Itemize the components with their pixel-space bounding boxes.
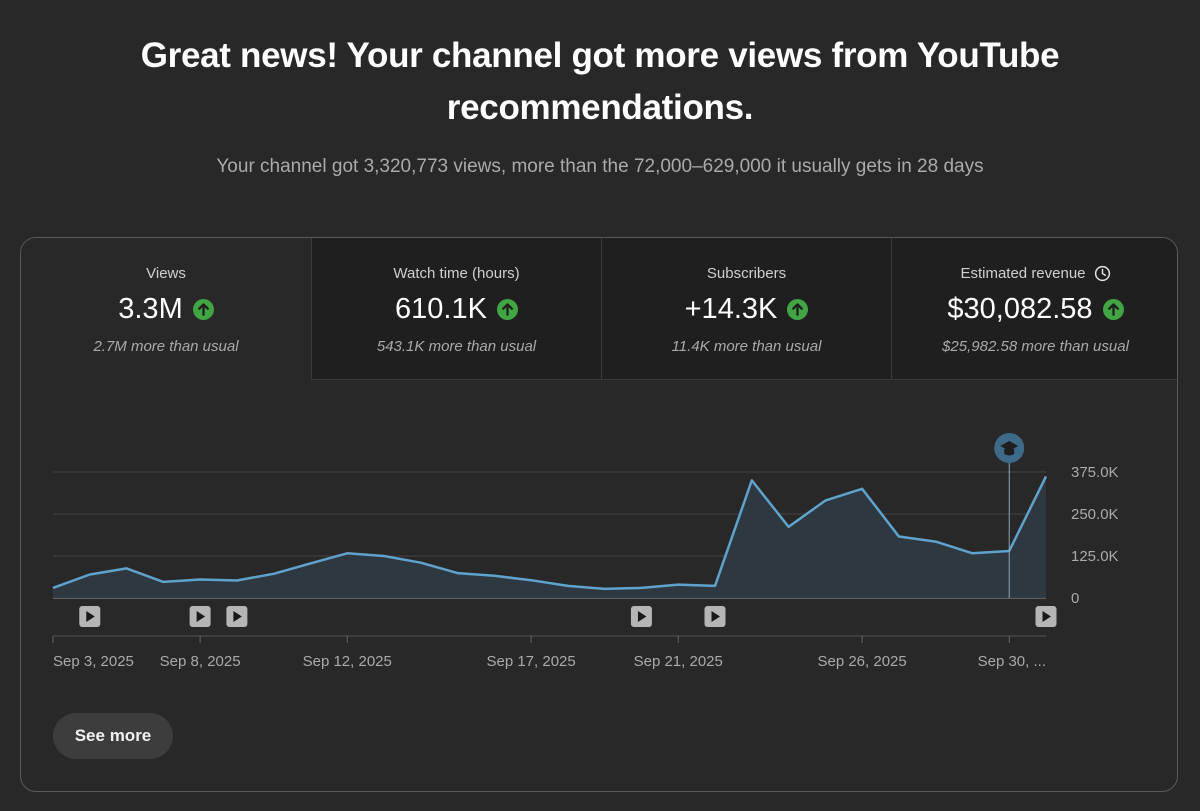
views-area — [53, 476, 1046, 598]
tab-watch-time[interactable]: Watch time (hours) 610.1K 543.1K more th… — [311, 238, 601, 380]
data-point — [456, 571, 460, 575]
data-point — [529, 578, 533, 582]
video-marker-play-icon[interactable] — [226, 606, 248, 627]
trend-up-icon — [787, 298, 809, 320]
x-tick-label: Sep 21, 2025 — [634, 653, 723, 670]
tab-label: Estimated revenue — [960, 264, 1086, 282]
tab-value: $30,082.58 — [947, 292, 1093, 325]
y-tick-label: 0 — [1071, 590, 1079, 607]
tab-comparison: 2.7M more than usual — [93, 338, 239, 355]
y-tick-label: 125.0K — [1071, 548, 1119, 565]
data-point — [161, 580, 165, 584]
data-point — [970, 551, 974, 555]
data-point — [860, 487, 864, 491]
tab-value: 3.3M — [118, 292, 183, 325]
data-point — [88, 572, 92, 576]
chart-svg: 0 125.0K 250.0K 375.0K Sep 3, 2025 Sep 8, 202… — [51, 433, 1119, 670]
data-point — [934, 540, 938, 544]
subheadline: Your channel got 3,320,773 views, more t… — [216, 156, 984, 177]
clock-icon[interactable] — [1094, 265, 1111, 282]
views-chart: 0 125.0K 250.0K 375.0K Sep 3, 2025 Sep 8, 202… — [21, 380, 1177, 680]
data-point — [272, 572, 276, 576]
metric-tabs: Views 3.3M 2.7M more than usual Watch ti… — [21, 238, 1177, 380]
data-point — [713, 584, 717, 588]
data-point — [51, 586, 55, 590]
data-point — [750, 478, 754, 482]
data-point — [639, 586, 643, 590]
tab-value: +14.3K — [684, 292, 778, 325]
video-marker-play-icon[interactable] — [189, 606, 211, 627]
x-tick-label: Sep 17, 2025 — [486, 653, 575, 670]
video-marker-play-icon[interactable] — [1035, 606, 1057, 627]
trend-up-icon — [1102, 298, 1124, 320]
data-point — [897, 535, 901, 539]
data-point — [345, 551, 349, 555]
graduation-cap-icon — [994, 433, 1025, 463]
data-point — [603, 587, 607, 591]
data-point — [308, 561, 312, 565]
video-marker-play-icon[interactable] — [79, 606, 101, 627]
data-point — [676, 583, 680, 587]
y-tick-label: 375.0K — [1071, 464, 1119, 481]
data-point — [198, 578, 202, 582]
video-marker-play-icon[interactable] — [630, 606, 652, 627]
x-tick-label: Sep 12, 2025 — [303, 653, 392, 670]
views-line — [52, 475, 1048, 591]
data-point — [787, 525, 791, 529]
data-point — [419, 561, 423, 565]
analytics-card: Views 3.3M 2.7M more than usual Watch ti… — [20, 237, 1178, 792]
headline: Great news! Your channel got more views … — [140, 36, 1060, 127]
tab-comparison: $25,982.58 more than usual — [942, 338, 1129, 355]
see-more-button[interactable]: See more — [53, 713, 173, 759]
tab-comparison: 543.1K more than usual — [376, 338, 537, 355]
x-tick-label: Sep 26, 2025 — [817, 653, 906, 670]
tab-value: 610.1K — [395, 292, 487, 325]
trend-up-icon — [496, 298, 518, 320]
trend-up-icon — [192, 298, 214, 320]
data-point — [235, 579, 239, 583]
y-tick-label: 250.0K — [1071, 506, 1119, 523]
data-point — [566, 584, 570, 588]
data-point — [382, 554, 386, 558]
data-point — [492, 574, 496, 578]
x-tick-label: Sep 30, ... — [978, 653, 1046, 670]
tab-comparison: 11.4K more than usual — [671, 338, 822, 355]
tab-label: Subscribers — [706, 264, 787, 282]
tab-subscribers[interactable]: Subscribers +14.3K 11.4K more than usual — [601, 238, 891, 380]
data-point — [823, 499, 827, 503]
data-point — [1044, 474, 1048, 478]
video-marker-play-icon[interactable] — [704, 606, 726, 627]
x-tick-label: Sep 3, 2025 — [53, 653, 134, 670]
x-tick-label: Sep 8, 2025 — [160, 653, 241, 670]
tab-estimated-revenue[interactable]: Estimated revenue $30,082.58 $25,982.58 … — [891, 238, 1177, 380]
tab-views[interactable]: Views 3.3M 2.7M more than usual — [21, 238, 311, 380]
tab-label: Watch time (hours) — [393, 264, 520, 282]
data-point — [125, 566, 129, 570]
tab-label: Views — [146, 264, 186, 282]
